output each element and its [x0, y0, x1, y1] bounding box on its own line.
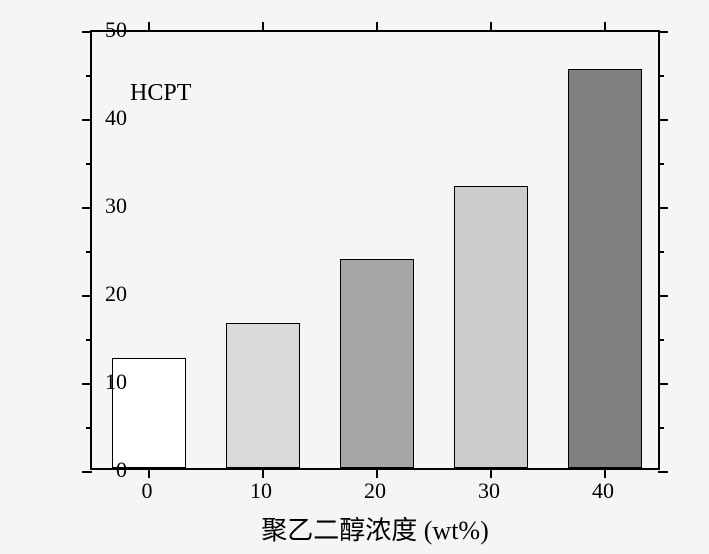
y-tick-label: 50 [87, 17, 127, 43]
y-tick-minor [86, 339, 92, 341]
x-tick [376, 22, 378, 32]
y-tick [658, 471, 668, 473]
x-tick [376, 468, 378, 478]
x-tick [262, 468, 264, 478]
x-tick [148, 22, 150, 32]
y-tick [658, 207, 668, 209]
chart-annotation: HCPT [130, 80, 191, 107]
y-tick-label: 10 [87, 369, 127, 395]
x-tick [490, 468, 492, 478]
y-tick [658, 295, 668, 297]
x-tick [262, 22, 264, 32]
x-tick-label: 0 [142, 478, 153, 504]
bar [454, 186, 528, 468]
y-tick-minor [86, 251, 92, 253]
y-tick-minor [658, 339, 664, 341]
y-tick-minor [658, 75, 664, 77]
x-tick [604, 468, 606, 478]
x-tick-label: 40 [592, 478, 614, 504]
y-tick-minor [86, 427, 92, 429]
y-tick-label: 20 [87, 281, 127, 307]
x-tick [148, 468, 150, 478]
y-tick [658, 383, 668, 385]
y-tick [658, 119, 668, 121]
y-tick-label: 30 [87, 193, 127, 219]
bar [226, 323, 300, 468]
y-tick-minor [658, 427, 664, 429]
y-tick [658, 31, 668, 33]
x-axis-title: 聚乙二醇浓度 (wt%) [261, 510, 488, 547]
y-tick-minor [86, 75, 92, 77]
y-tick-label: 40 [87, 105, 127, 131]
y-tick-label: 0 [87, 457, 127, 483]
x-tick-label: 30 [478, 478, 500, 504]
x-tick [490, 22, 492, 32]
bar [568, 69, 642, 468]
y-tick-minor [658, 251, 664, 253]
y-tick-minor [86, 163, 92, 165]
bar [340, 259, 414, 468]
x-tick-label: 20 [364, 478, 386, 504]
x-tick-label: 10 [250, 478, 272, 504]
y-tick-minor [658, 163, 664, 165]
x-tick [604, 22, 606, 32]
